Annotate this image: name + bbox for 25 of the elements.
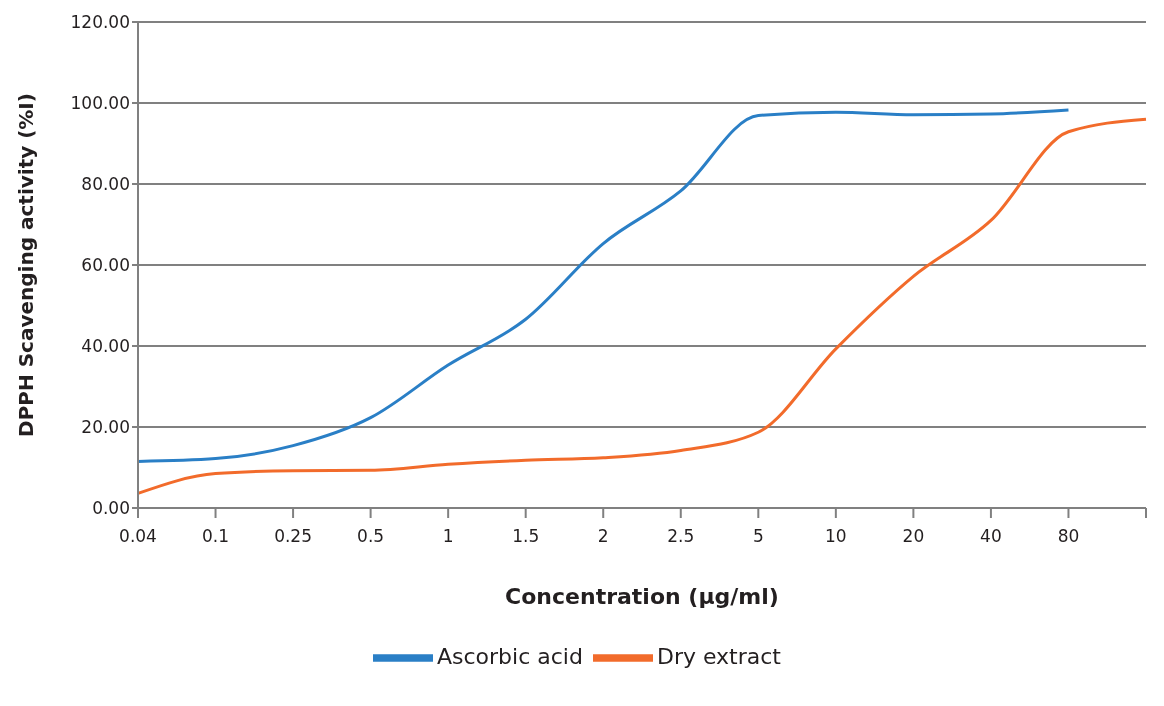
- x-tick-label: 0.5: [357, 526, 385, 547]
- legend-label: Ascorbic acid: [437, 644, 583, 669]
- x-tick-label: 40: [980, 526, 1002, 547]
- x-tick-label: 5: [752, 526, 764, 547]
- x-tick-label: 20: [902, 526, 925, 547]
- x-tick-label: 0.04: [119, 526, 157, 547]
- y-axis-title: DPPH Scavenging activity (%I): [14, 93, 39, 437]
- y-tick-label: 100.00: [70, 93, 130, 114]
- x-tick-label: 2: [597, 526, 609, 547]
- x-tick-label: 0.25: [274, 526, 313, 547]
- line-series: [136, 108, 1070, 463]
- x-axis-title: Concentration (µg/ml): [505, 584, 779, 609]
- y-tick-label: 60.00: [81, 255, 130, 276]
- x-tick-label: 1.5: [512, 526, 540, 547]
- x-tick-label: 80: [1057, 526, 1080, 547]
- y-tick-label: 120.00: [70, 12, 130, 33]
- legend-label: Dry extract: [656, 644, 781, 669]
- y-tick-label: 80.00: [81, 174, 130, 195]
- y-tick-label: 40.00: [81, 336, 130, 357]
- y-tick-label: 0.00: [92, 498, 130, 519]
- x-tick-label: 10: [825, 526, 847, 547]
- x-tick-label: 1: [442, 526, 454, 547]
- x-tick-label: 0.1: [202, 526, 230, 547]
- y-tick-label: 20.00: [81, 417, 130, 438]
- x-tick-label: 2.5: [667, 526, 695, 547]
